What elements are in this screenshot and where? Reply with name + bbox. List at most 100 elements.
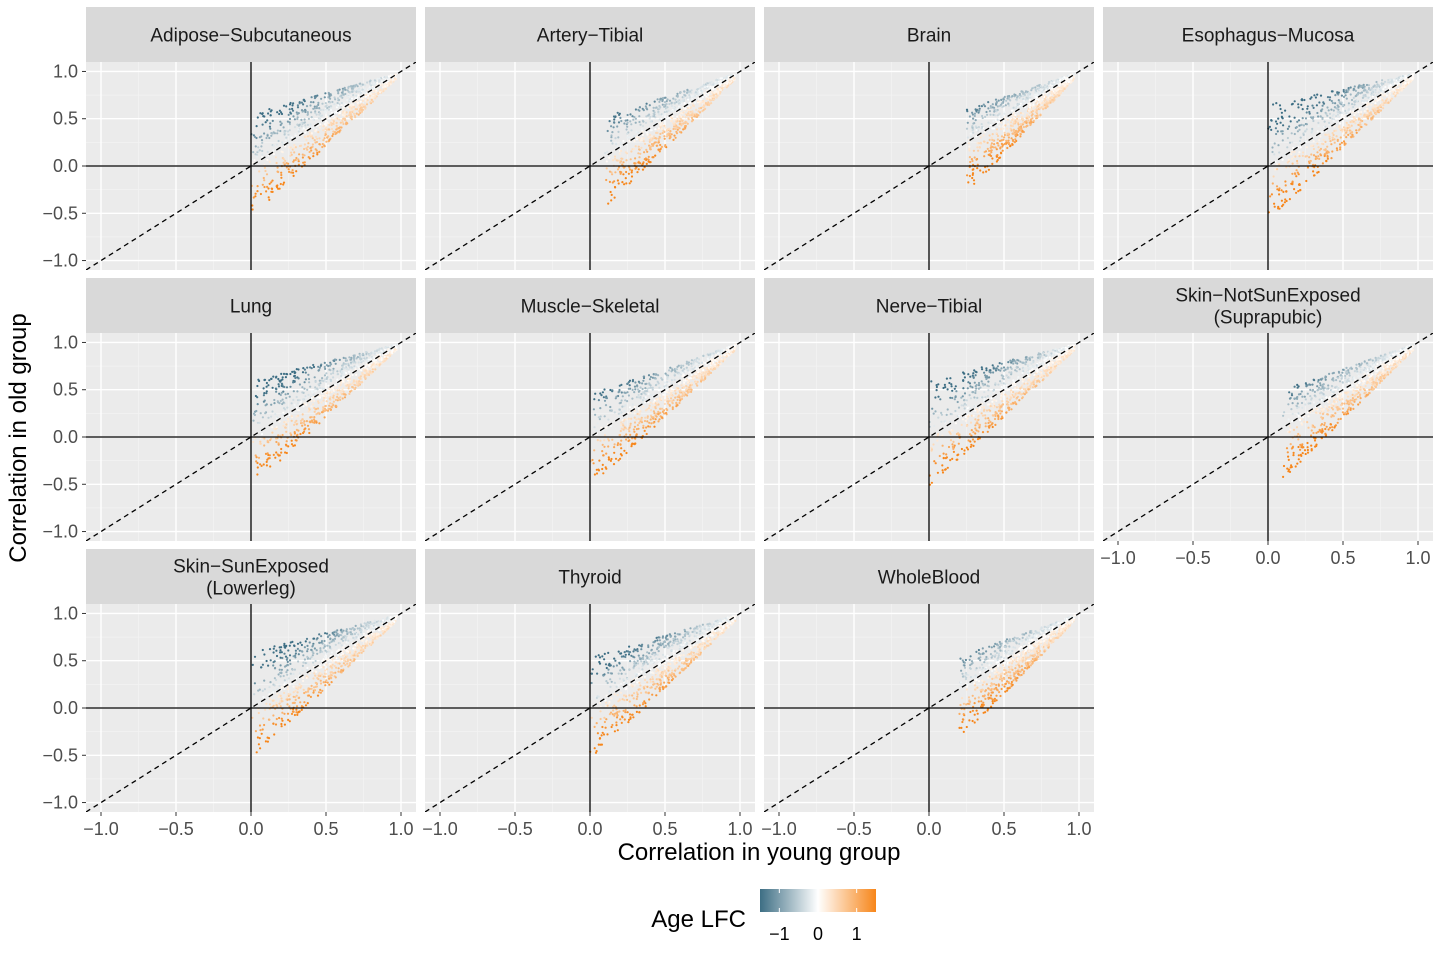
data-point [1382,107,1385,110]
data-point [619,443,622,446]
data-point [362,360,365,363]
data-point [610,134,613,137]
data-point [626,132,629,135]
data-point [996,142,999,145]
data-point [370,96,373,99]
data-point [665,135,669,138]
data-point [345,384,348,387]
data-point [300,118,303,121]
data-point [1057,80,1060,83]
data-point [1375,97,1378,100]
data-point [727,75,730,78]
data-point [1388,81,1391,84]
data-point [1061,77,1064,80]
data-point [1387,78,1390,82]
data-point [313,376,316,379]
data-point [334,385,337,388]
data-point [1306,107,1309,110]
data-point [302,161,305,164]
data-point [638,156,641,159]
data-point [1317,170,1320,174]
data-point [251,161,254,164]
data-point [676,107,679,110]
data-point [1287,158,1290,161]
data-point [1350,135,1354,138]
data-point [633,135,636,138]
data-point [650,139,653,142]
data-point [289,372,292,376]
data-point [1327,109,1330,112]
data-point [1039,105,1042,108]
data-point [1293,116,1296,119]
data-point [302,391,305,394]
data-point [621,423,624,426]
data-point [981,125,984,128]
data-point [391,79,394,82]
data-point [1339,136,1342,139]
data-point [254,145,257,148]
data-point [1029,102,1032,105]
data-point [1405,76,1408,79]
data-point [651,376,655,379]
data-point [616,145,619,148]
data-point [261,112,264,115]
data-point [288,129,291,132]
data-point [1380,97,1383,100]
data-point [265,136,268,140]
data-point [350,356,353,359]
data-point [1364,101,1367,104]
data-point [996,114,999,117]
data-point [1047,96,1050,99]
data-point [665,100,668,103]
data-point [264,452,268,455]
data-point [1380,86,1383,89]
data-point [1001,145,1004,148]
data-point [276,184,279,187]
data-point [292,381,295,384]
data-point [348,111,352,114]
data-point [644,105,648,108]
data-point [318,368,321,372]
data-point [972,131,975,134]
data-point [695,108,698,111]
data-point [610,193,613,196]
data-point [655,144,658,147]
data-point [270,415,273,418]
data-point [1373,84,1376,87]
data-point [1293,132,1296,136]
data-point [298,153,301,156]
data-point [635,136,639,139]
data-point [719,83,722,86]
data-point [1350,98,1354,102]
data-point [281,383,284,386]
data-point [310,116,313,119]
data-point [331,134,334,138]
data-point [1384,85,1387,89]
data-point [652,109,655,112]
data-point [336,399,339,402]
data-point [1330,108,1333,111]
data-point [270,190,273,193]
data-point [610,136,613,139]
data-point [308,131,311,134]
data-point [1341,128,1344,131]
data-point [267,416,270,419]
data-point [1374,102,1377,105]
data-point [630,123,633,126]
data-point [727,84,730,87]
data-point [1019,111,1023,115]
data-point [285,444,288,447]
data-point [619,141,622,144]
data-point [373,84,376,87]
data-point [1367,117,1370,120]
data-point [342,122,345,126]
data-point [339,384,342,387]
data-point [1336,139,1339,142]
data-point [259,440,262,443]
data-point [380,350,383,353]
data-point [1288,198,1291,201]
data-point [1399,76,1403,79]
data-point [1345,112,1348,115]
data-point [380,347,383,350]
data-point [617,182,620,185]
